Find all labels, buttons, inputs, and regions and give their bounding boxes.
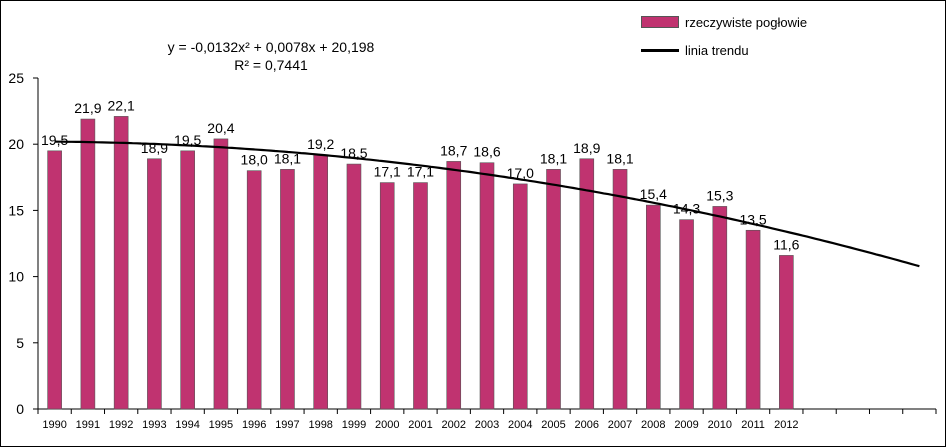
data-label: 18,1 (274, 150, 301, 166)
legend: rzeczywiste pogłowie linia trendu (641, 11, 807, 67)
data-label: 18,9 (573, 140, 600, 156)
y-tick-label: 20 (8, 136, 24, 152)
x-tick-label: 1994 (175, 419, 199, 431)
data-label: 17,1 (374, 164, 401, 180)
bar (113, 116, 129, 410)
bar (413, 182, 428, 410)
data-label: 15,4 (640, 186, 667, 202)
data-label: 19,5 (41, 132, 68, 148)
x-tick-label: 2003 (475, 419, 499, 431)
bar (180, 150, 195, 410)
data-label: 14,3 (673, 201, 700, 217)
y-tick-label: 15 (8, 202, 24, 218)
legend-label-trend: linia trendu (685, 42, 749, 58)
data-label: 19,5 (174, 132, 201, 148)
x-tick-label: 2007 (608, 419, 632, 431)
bar (745, 229, 761, 410)
x-tick-label: 1996 (242, 419, 266, 431)
bar (147, 158, 162, 410)
data-label: 22,1 (108, 97, 135, 113)
bar (479, 162, 495, 410)
bar (379, 182, 395, 410)
x-tick-label: 1990 (42, 419, 66, 431)
data-label: 19,2 (307, 136, 334, 152)
bar (246, 170, 262, 410)
x-tick-label: 2002 (441, 419, 465, 431)
bar (280, 169, 295, 410)
bar (446, 161, 462, 410)
x-tick-label: 2010 (708, 419, 732, 431)
y-tick-label: 25 (8, 70, 24, 86)
trend-equation: y = -0,0132x² + 0,0078x + 20,198 (167, 39, 375, 55)
data-label: 18,1 (540, 150, 567, 166)
data-label: 18,5 (340, 145, 367, 161)
data-label: 18,9 (141, 140, 168, 156)
bar (712, 206, 728, 410)
x-tick-label: 1993 (142, 419, 166, 431)
data-label: 18,1 (606, 150, 633, 166)
x-tick-label: 2005 (541, 419, 565, 431)
bar (645, 204, 661, 410)
data-label: 17,1 (407, 164, 434, 180)
bar (779, 255, 794, 410)
legend-item-trend: linia trendu (641, 39, 807, 61)
bar (346, 163, 362, 410)
trend-line (54, 140, 920, 268)
bar (612, 169, 628, 410)
bar (213, 138, 229, 410)
bar (512, 183, 528, 410)
x-tick-label: 1999 (342, 419, 366, 431)
legend-label-bars: rzeczywiste pogłowie (685, 14, 808, 30)
x-tick-label: 2001 (408, 419, 432, 431)
bar (313, 154, 329, 410)
bar (546, 169, 561, 410)
legend-item-bars: rzeczywiste pogłowie (641, 11, 807, 33)
data-label: 18,7 (440, 142, 467, 158)
data-label: 20,4 (207, 120, 234, 136)
bar (679, 219, 694, 410)
bar (579, 158, 595, 410)
x-tick-label: 2011 (741, 419, 765, 431)
x-tick-label: 2012 (774, 419, 798, 431)
legend-swatch-bars (641, 16, 679, 28)
x-tick-label: 2009 (674, 419, 698, 431)
y-tick-label: 5 (16, 335, 24, 351)
legend-swatch-trend (641, 48, 679, 52)
x-tick-label: 1995 (209, 419, 233, 431)
data-label: 11,6 (773, 236, 799, 252)
data-label: 18,6 (473, 144, 500, 160)
x-tick-label: 2004 (508, 419, 532, 431)
data-label: 18,0 (241, 152, 268, 168)
y-tick-label: 0 (16, 401, 24, 417)
x-tick-label: 1997 (275, 419, 299, 431)
x-tick-label: 1991 (76, 419, 100, 431)
data-label: 15,3 (706, 187, 733, 203)
data-label: 17,0 (507, 165, 534, 181)
x-tick-label: 1998 (308, 419, 332, 431)
x-tick-label: 1992 (109, 419, 133, 431)
data-label: 21,9 (74, 100, 101, 116)
data-label: 13,5 (739, 211, 766, 227)
bar (80, 118, 96, 410)
bar (47, 150, 62, 410)
r-squared: R² = 0,7441 (234, 57, 308, 73)
y-tick-label: 10 (8, 269, 24, 285)
x-tick-label: 2008 (641, 419, 665, 431)
x-tick-label: 2006 (575, 419, 599, 431)
x-tick-label: 2000 (375, 419, 399, 431)
